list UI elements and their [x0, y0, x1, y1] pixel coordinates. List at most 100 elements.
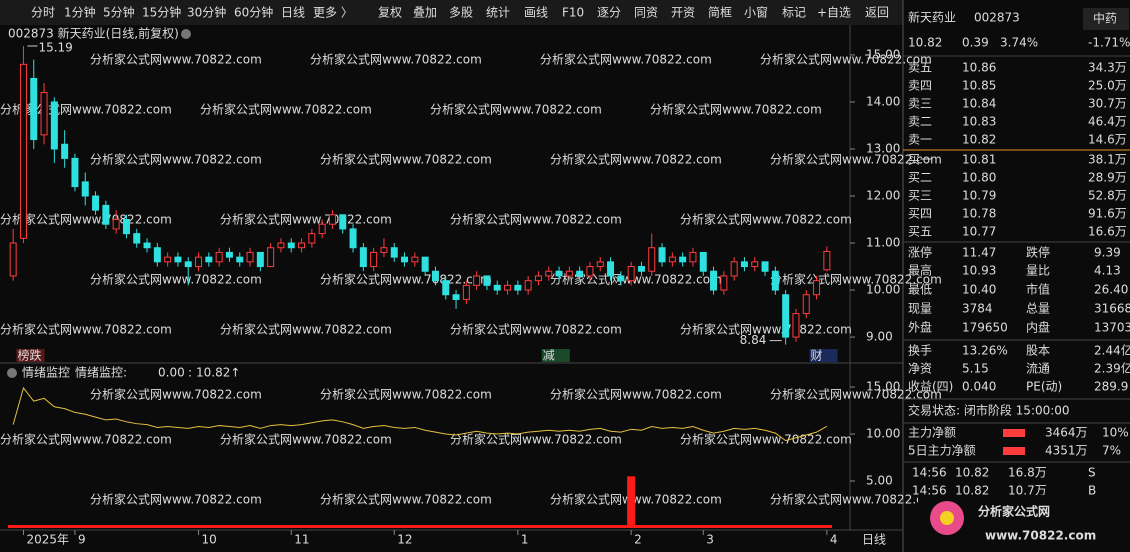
watermark: 分析家公式网www.70822.com [0, 322, 172, 337]
stat-value: 3784 [962, 302, 993, 316]
event-label: 榜跌 [17, 348, 41, 363]
ob-label: 卖一 [908, 133, 932, 147]
watermark: 分析家公式网www.70822.com [90, 152, 262, 167]
settings-icon [181, 29, 191, 39]
candle-body [19, 63, 27, 239]
candle-body [740, 261, 748, 268]
y-tick-label: 9.00 [866, 330, 893, 344]
candle-body [648, 247, 656, 272]
y-tick-label: 14.00 [866, 94, 900, 108]
chart-title: 002873 新天药业(日线,前复权) [8, 26, 179, 41]
candle-body [442, 280, 450, 296]
watermark: 分析家公式网www.70822.com [320, 387, 492, 402]
stat-value: 5.15 [962, 362, 989, 376]
toolbar-button[interactable]: +自选 [817, 6, 851, 20]
ob-label: 卖五 [908, 61, 932, 75]
ob-volume: 25.0万 [1088, 79, 1127, 93]
toolbar-button[interactable]: 叠加 [413, 6, 437, 20]
candle-body [184, 261, 192, 268]
stat-label: 涨停 [908, 245, 932, 260]
watermark: 分析家公式网www.70822.com [450, 432, 622, 447]
y-tick-label: 15.00 [866, 47, 900, 61]
toolbar-button[interactable]: 标记 [782, 6, 806, 20]
candle-body [277, 242, 285, 249]
candle-body [699, 251, 707, 272]
candle-body [668, 256, 676, 263]
stat-label: 跌停 [1026, 245, 1050, 260]
ob-volume: 30.7万 [1088, 97, 1127, 111]
candle-body [792, 313, 800, 338]
watermark: 分析家公式网www.70822.com [770, 492, 942, 507]
toolbar-button[interactable]: 开资 [671, 6, 695, 20]
toolbar-button[interactable]: 1分钟 [64, 5, 96, 20]
stat-label: 总量 [1026, 302, 1050, 316]
toolbar-button[interactable]: 5分钟 [103, 5, 135, 20]
toolbar-button[interactable]: 30分钟 [187, 5, 226, 20]
candle-body [431, 270, 439, 282]
watermark: 分析家公式网www.70822.com [680, 432, 852, 447]
toolbar-button[interactable]: 小窗 [744, 6, 768, 20]
candle-body [102, 204, 110, 225]
candle-body [730, 261, 738, 277]
candle-body [359, 247, 367, 268]
candle-body [823, 250, 831, 271]
candle-body [246, 251, 254, 263]
ob-label: 买五 [908, 225, 932, 239]
watermark: 分析家公式网www.70822.com [320, 492, 492, 507]
tick-price: 10.82 [955, 484, 989, 498]
stat-label: 最高 [908, 263, 932, 278]
candle-body [658, 247, 666, 263]
watermark: 分析家公式网www.70822.com [0, 432, 172, 447]
x-tick-label: 1 [521, 533, 529, 547]
candle-body [473, 275, 481, 286]
logo-url: www.70822.com [985, 529, 1096, 543]
toolbar-button[interactable]: 15分钟 [142, 5, 181, 20]
toolbar-button[interactable]: 更多 〉 [313, 6, 353, 20]
toolbar-button[interactable]: 日线 [281, 6, 305, 20]
toolbar-button[interactable]: 复权 [378, 6, 402, 20]
stat-value: 289.9 [1094, 380, 1128, 394]
stat-label: 股本 [1026, 344, 1050, 358]
candle-body [617, 275, 625, 282]
watermark: 分析家公式网www.70822.com [680, 322, 852, 337]
candle-body [565, 270, 573, 277]
pane-title: 情绪监控 [22, 366, 70, 380]
toolbar-button[interactable]: 返回 [865, 6, 889, 20]
toolbar-button[interactable]: 统计 [486, 6, 510, 20]
stat-label: 净资 [908, 362, 932, 376]
candle-body [411, 256, 419, 263]
event-badge [541, 349, 570, 362]
pct: 3.74% [1000, 36, 1038, 50]
ob-volume: 46.4万 [1088, 115, 1127, 129]
toolbar-button[interactable]: 简框 [708, 6, 732, 20]
ob-price: 10.86 [962, 61, 996, 75]
change: 0.39 [962, 36, 989, 50]
stat-label: 外盘 [908, 320, 932, 335]
watermark: 分析家公式网www.70822.com [550, 152, 722, 167]
ob-volume: 91.6万 [1088, 207, 1127, 221]
stat-value: 13.26% [962, 344, 1008, 358]
flow-label: 主力净额 [908, 426, 956, 440]
toolbar-button[interactable]: 分时 [31, 6, 55, 20]
toolbar-button[interactable]: 画线 [524, 6, 548, 20]
ob-label: 卖二 [908, 115, 932, 129]
candle-body [50, 101, 58, 150]
candle-body [195, 256, 203, 268]
toolbar-button[interactable]: 60分钟 [234, 5, 273, 20]
logo-title: 分析家公式网 [978, 504, 1050, 519]
toolbar-bg [0, 0, 903, 25]
x-tick-label: 3 [706, 533, 714, 547]
ob-price: 10.82 [962, 133, 996, 147]
toolbar-button[interactable]: 同资 [634, 6, 658, 20]
toolbar-button[interactable]: 逐分 [597, 6, 621, 20]
stock-name: 新天药业 [908, 10, 956, 25]
toolbar-button[interactable]: F10 [562, 6, 584, 20]
logo-flower-center [940, 511, 954, 525]
tick-price: 10.82 [955, 466, 989, 480]
content: 分时 1分钟 5分钟 15分钟 30分钟 60分钟 日线 更多 〉 复权 叠加 多股 统计 画线 F10 逐… [7, 5, 1130, 552]
candle-body [236, 256, 244, 263]
candle-body [596, 261, 604, 268]
candle-body [679, 256, 687, 263]
toolbar-button[interactable]: 多股 [449, 6, 473, 20]
candle-body [40, 92, 48, 136]
